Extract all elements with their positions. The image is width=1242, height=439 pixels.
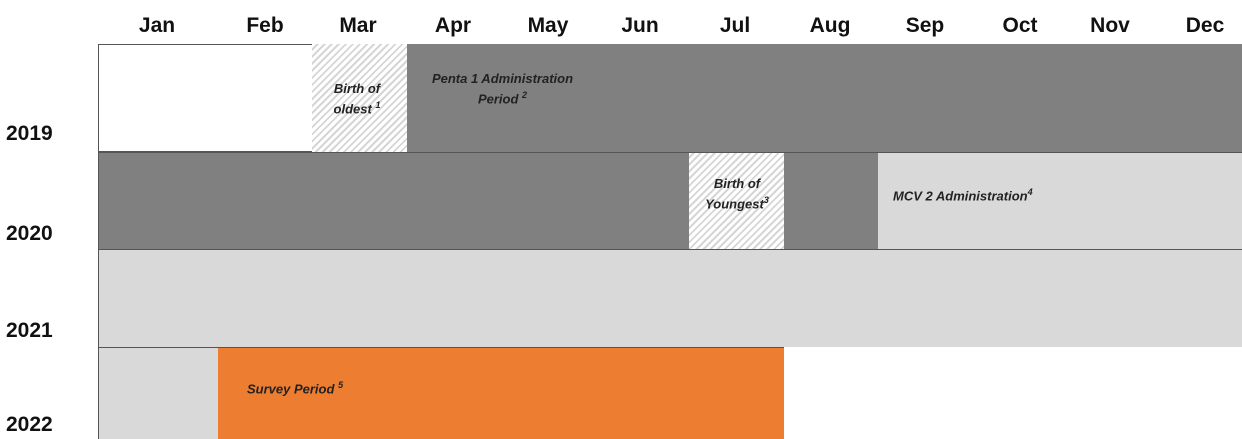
month-label: Jul bbox=[719, 14, 751, 37]
hatched-segment bbox=[312, 44, 407, 152]
month-label: Sep bbox=[905, 14, 945, 37]
row-line bbox=[98, 152, 1242, 153]
dark-segment bbox=[98, 152, 689, 249]
event-label: Penta 1 Administration Period 2 bbox=[415, 70, 590, 107]
event-note: 3 bbox=[763, 195, 769, 205]
row-line bbox=[98, 249, 1242, 250]
month-label: May bbox=[527, 14, 569, 37]
event-label: MCV 2 Administration4 bbox=[893, 184, 1193, 204]
hatched-segment bbox=[689, 152, 784, 249]
event-note: 5 bbox=[338, 380, 344, 390]
event-label: Birth of Youngest3 bbox=[692, 175, 782, 212]
month-label: Feb bbox=[246, 14, 284, 37]
year-label: 2022 bbox=[6, 413, 53, 436]
light-segment bbox=[98, 347, 218, 439]
event-text: Birth of oldest bbox=[333, 81, 381, 117]
year-label: 2019 bbox=[6, 122, 53, 145]
month-label: Apr bbox=[434, 14, 472, 37]
month-label: Mar bbox=[339, 14, 377, 37]
month-label: Oct bbox=[1002, 14, 1038, 37]
dark-segment bbox=[407, 44, 1242, 152]
event-label: Birth of oldest 1 bbox=[318, 80, 396, 117]
year-label: 2021 bbox=[6, 319, 53, 342]
left-line bbox=[98, 44, 99, 439]
month-label: Dec bbox=[1185, 14, 1225, 37]
month-label: Aug bbox=[809, 14, 851, 37]
row-line bbox=[98, 347, 784, 348]
event-text: Survey Period bbox=[247, 381, 335, 397]
event-label: Survey Period 5 bbox=[247, 377, 447, 397]
year-label: 2020 bbox=[6, 222, 53, 245]
event-text: Birth of Youngest bbox=[705, 176, 764, 212]
event-text: MCV 2 Administration bbox=[893, 188, 1028, 204]
event-text: Penta 1 Administration Period bbox=[431, 71, 574, 107]
light-segment bbox=[98, 249, 1242, 347]
light-segment bbox=[878, 152, 1242, 249]
month-label: Nov bbox=[1090, 14, 1130, 37]
event-note: 1 bbox=[375, 100, 381, 110]
month-label: Jan bbox=[138, 14, 176, 37]
month-label: Jun bbox=[621, 14, 659, 37]
empty-segment bbox=[98, 44, 312, 152]
dark-segment bbox=[784, 152, 878, 249]
event-note: 2 bbox=[522, 90, 528, 100]
orange-segment bbox=[218, 347, 784, 439]
event-note: 4 bbox=[1027, 187, 1033, 197]
